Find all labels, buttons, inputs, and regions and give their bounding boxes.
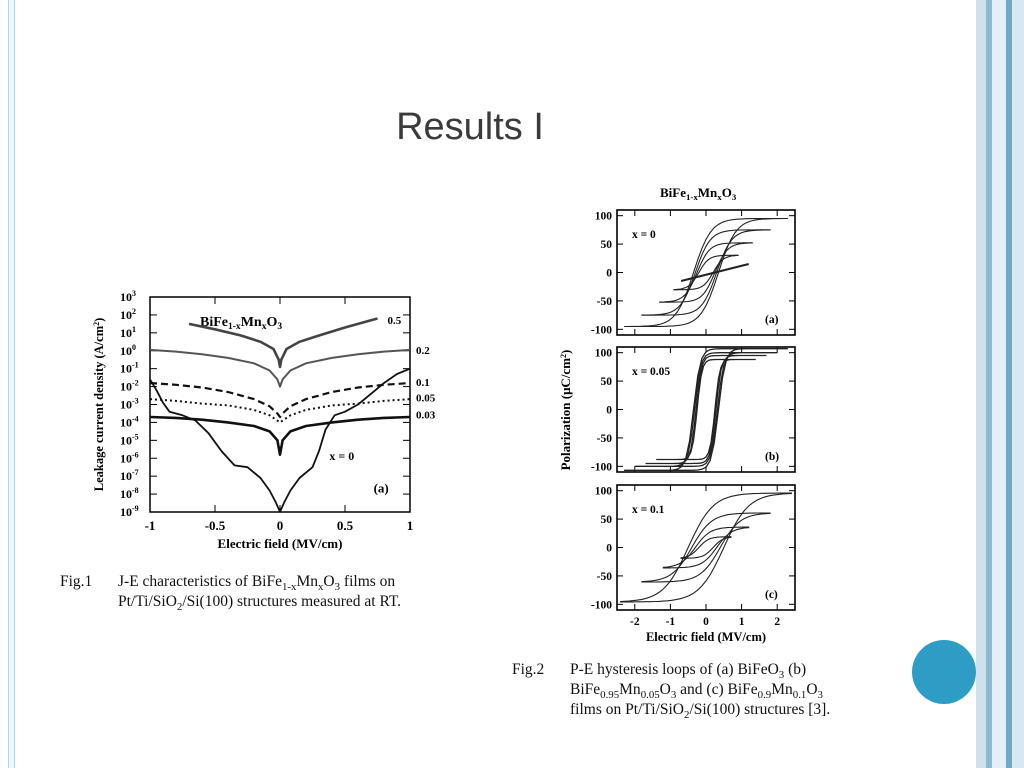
hysteresis-loop	[624, 348, 788, 471]
x-axis-label: Electric field (MV/cm)	[218, 536, 343, 551]
y-tick-label: 50	[601, 239, 613, 251]
x-axis-label: Electric field (MV/cm)	[646, 630, 766, 644]
y-tick-label: 50	[601, 376, 613, 388]
y-tick-label: 10-7	[120, 468, 139, 483]
x-tick-label: 1	[739, 616, 745, 628]
y-tick-label: -50	[597, 433, 613, 445]
hysteresis-loop	[662, 526, 750, 569]
y-tick-label: 100	[595, 211, 613, 223]
y-tick-label: 102	[120, 307, 136, 322]
panel-label: (c)	[765, 589, 778, 601]
y-tick-label: 50	[601, 514, 613, 526]
y-tick-label: -100	[591, 324, 612, 336]
hysteresis-loop	[645, 354, 767, 465]
y-tick-label: 101	[120, 325, 136, 340]
composition-label: x = 0	[632, 229, 656, 241]
y-tick-label: 10-3	[120, 397, 139, 412]
series-line-0.5	[188, 317, 378, 369]
y-tick-label: 10-2	[120, 379, 139, 394]
y-tick-label: -100	[591, 461, 612, 473]
composition-label: x = 0.1	[632, 504, 665, 516]
series-line-x0	[149, 367, 411, 513]
fig2-caption-line1: P-E hysteresis loops of (a) BiFeO3 (b)	[570, 661, 807, 682]
y-tick-label: 100	[595, 486, 613, 498]
panel-label: (a)	[374, 480, 389, 495]
decorative-circle	[912, 640, 976, 704]
hysteresis-loop	[624, 217, 788, 328]
hysteresis-loop	[673, 254, 739, 291]
x-tick-label: 0	[703, 616, 709, 628]
frame-stripe	[992, 0, 1006, 768]
fig1-caption: Fig.1 J-E characteristics of BiFe1-xMnxO…	[60, 572, 480, 616]
fig2-caption-label: Fig.2	[512, 661, 545, 678]
frame-stripe	[986, 0, 992, 768]
y-tick-label: 0	[606, 268, 612, 280]
linear-segment	[680, 263, 749, 282]
x-tick-label: -0.5	[205, 518, 226, 533]
hysteresis-loop	[656, 358, 756, 461]
frame-stripe	[1012, 0, 1024, 768]
chart-title: BiFe1-xMnxO3	[200, 315, 282, 332]
fig1-caption-label: Fig.1	[60, 573, 93, 590]
x-tick-label: 2	[774, 616, 780, 628]
y-tick-label: 10-9	[120, 504, 139, 519]
y-tick-label: 10-1	[120, 361, 139, 376]
panel-label: (a)	[765, 314, 779, 326]
x-tick-label: -2	[630, 616, 640, 628]
slide-title: Results I	[396, 106, 544, 148]
hysteresis-loop	[659, 242, 753, 303]
y-tick-label: 10-5	[120, 432, 139, 447]
frame-stripe	[1006, 0, 1012, 768]
hysteresis-loop	[641, 512, 771, 583]
y-tick-label: 10-6	[120, 450, 139, 465]
chart-title: BiFe1-xMnxO3	[660, 185, 737, 202]
series-label: 0.5	[388, 315, 402, 327]
series-line-0.03	[149, 415, 411, 456]
y-tick-label: -100	[591, 599, 612, 611]
series-label: 0.05	[416, 392, 436, 404]
y-tick-label: 100	[120, 343, 136, 358]
y-axis-label: Leakage current density (A/cm2)	[92, 318, 106, 492]
slide-frame-left	[8, 0, 15, 768]
x-tick-label: -1	[145, 518, 156, 533]
fig1-caption-line1: J-E characteristics of BiFe1-xMnxO3 film…	[118, 573, 396, 594]
x-tick-label: -1	[666, 616, 676, 628]
x-tick-label: 1	[407, 518, 414, 533]
y-tick-label: 0	[606, 405, 612, 417]
hysteresis-loop	[680, 536, 732, 559]
y-tick-label: -50	[597, 296, 613, 308]
y-tick-label: 0	[606, 543, 612, 555]
annotation-x0: x = 0	[329, 449, 354, 463]
series-line-0.2	[149, 348, 411, 388]
series-label: 0.1	[416, 377, 430, 389]
y-tick-label: 103	[120, 289, 136, 304]
fig2-caption: Fig.2 P-E hysteresis loops of (a) BiFeO3…	[512, 660, 892, 724]
series-line-0.1	[149, 381, 411, 419]
fig1-jv-chart: 10310210110010-110-210-310-410-510-610-7…	[92, 289, 436, 551]
x-tick-label: 0.5	[337, 518, 354, 533]
x-tick-label: 0	[277, 518, 284, 533]
y-tick-label: 100	[595, 348, 613, 360]
y-tick-label: 10-4	[120, 414, 139, 429]
fig2-caption-line2: BiFe0.95Mn0.05O3 and (c) BiFe0.9Mn0.1O3	[570, 681, 823, 702]
y-axis-label: Polarization (μC/cm2)	[558, 350, 573, 471]
hysteresis-loop	[620, 492, 792, 603]
fig2-caption-line3: films on Pt/Ti/SiO2/Si(100) structures […	[570, 701, 831, 722]
frame-stripe	[976, 0, 986, 768]
slide-frame-right	[976, 0, 1024, 768]
series-label: 0.2	[416, 345, 430, 357]
y-tick-label: -50	[597, 571, 613, 583]
composition-label: x = 0.05	[632, 366, 670, 378]
fig1-caption-line2: Pt/Ti/SiO2/Si(100) structures measured a…	[118, 593, 402, 614]
y-tick-label: 10-8	[120, 486, 139, 501]
panel-label: (b)	[765, 451, 779, 463]
series-label: 0.03	[416, 409, 436, 421]
